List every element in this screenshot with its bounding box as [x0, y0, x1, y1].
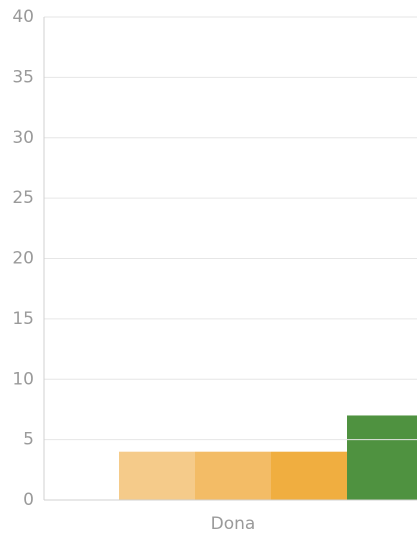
y-tick-label: 20 — [12, 249, 34, 269]
y-tick-label: 40 — [12, 7, 34, 27]
bar — [119, 451, 195, 500]
y-tick-label: 0 — [23, 490, 34, 510]
y-tick-label: 5 — [23, 430, 34, 450]
bar — [271, 451, 347, 500]
y-tick-label: 15 — [12, 309, 34, 329]
y-tick-label: 25 — [12, 188, 34, 208]
bar — [347, 415, 417, 500]
y-tick-label: 35 — [12, 67, 34, 87]
y-tick-label: 10 — [12, 369, 34, 389]
x-tick-label: Dona — [211, 514, 256, 534]
y-tick-label: 30 — [12, 128, 34, 148]
bar — [195, 451, 271, 500]
